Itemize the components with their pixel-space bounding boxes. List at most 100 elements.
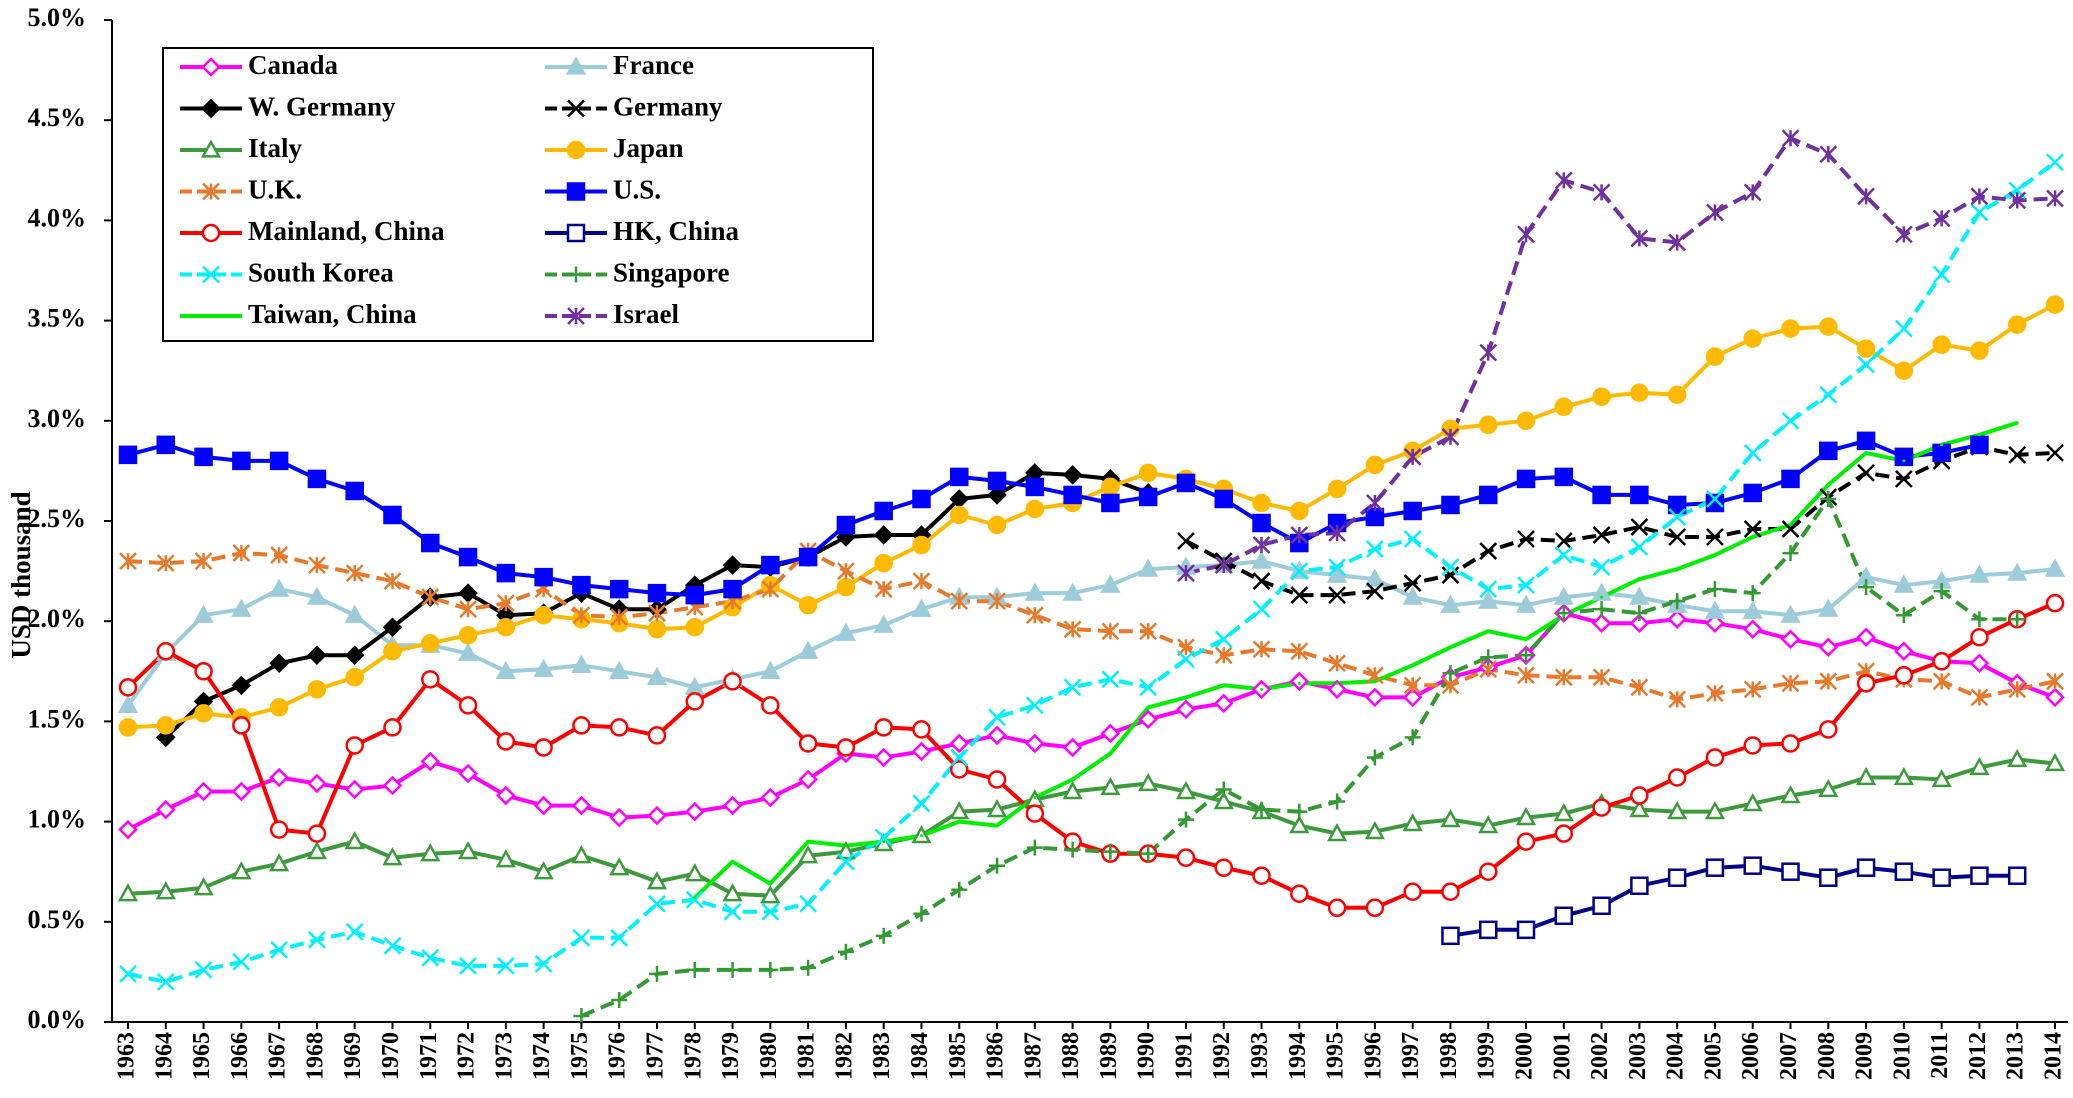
marker [344,831,365,850]
marker [1403,676,1422,695]
marker [1781,469,1800,489]
marker [1743,736,1762,755]
marker [307,680,327,699]
marker [194,662,213,681]
marker [1516,411,1536,431]
marker [609,807,629,828]
marker [1591,613,1612,633]
marker [1630,786,1649,805]
marker [951,881,968,898]
marker [950,592,969,611]
marker [1064,841,1081,858]
marker [1100,723,1121,744]
marker [1365,898,1385,918]
x-tick-label: 2013 [2003,1032,2029,1080]
marker [1177,532,1195,550]
marker [1855,766,1877,786]
marker [1562,613,1566,617]
marker [194,961,213,979]
marker [1592,485,1611,505]
marker [1326,823,1348,842]
marker [1553,803,1574,822]
marker [1138,709,1158,730]
marker [308,556,326,574]
marker [1630,538,1649,556]
marker [1894,666,1914,685]
marker [1290,562,1309,580]
marker [383,718,402,737]
marker [269,451,289,471]
x-tick-label: 2009 [1852,1032,1878,1080]
marker [201,98,221,119]
marker [344,779,365,800]
marker [382,617,403,637]
marker [1184,695,1188,699]
marker [1704,801,1726,820]
x-tick-label: 1990 [1134,1032,1160,1080]
x-tick-label: 1972 [454,1032,480,1080]
x-tick-label: 1979 [718,1032,744,1080]
marker [383,505,402,525]
marker [1062,780,1083,800]
marker [1629,586,1650,605]
marker [800,959,817,976]
marker [533,861,554,880]
marker [1365,455,1385,475]
marker [1448,645,1452,649]
x-tick-label: 2014 [2041,1032,2067,1080]
marker [1365,507,1385,527]
marker [950,467,969,487]
marker [1177,811,1194,828]
marker [1780,784,1801,804]
y-tick-label: 5.0% [28,3,87,32]
marker [1932,209,1951,228]
marker [231,598,252,617]
x-tick-label: 1992 [1209,1032,1235,1080]
marker [1637,577,1641,581]
marker [458,547,478,567]
marker [760,660,781,679]
marker [1970,203,1989,222]
marker [458,625,478,645]
marker [1290,526,1309,544]
marker [117,694,139,714]
marker [1742,600,1763,619]
marker [798,734,818,753]
marker [1404,729,1421,746]
marker [912,489,931,509]
marker [1743,680,1762,699]
marker [685,617,705,637]
marker [1252,640,1271,659]
marker [1517,530,1535,548]
marker [458,583,478,603]
marker [684,863,705,882]
marker [1517,225,1535,244]
marker [1411,663,1415,667]
marker [949,733,970,754]
marker [1478,862,1498,881]
marker [232,451,251,471]
marker [1819,145,1838,164]
marker [1629,799,1650,818]
marker [760,787,781,808]
marker [269,653,289,674]
marker [1554,532,1573,550]
marker [2046,443,2064,462]
marker [572,575,591,595]
marker [1630,678,1649,697]
marker [1706,528,1724,546]
marker [201,57,221,77]
x-tick-label: 1966 [227,1032,253,1080]
marker [950,748,969,767]
marker [1479,580,1498,599]
marker [1252,536,1271,554]
marker [611,991,628,1008]
marker [1365,582,1384,601]
x-tick-label: 2001 [1549,1032,1575,1080]
marker [731,860,735,864]
marker [269,578,290,597]
marker [1894,225,1913,244]
marker [232,544,251,562]
marker [496,563,516,583]
legend-label: Germany [613,92,723,122]
